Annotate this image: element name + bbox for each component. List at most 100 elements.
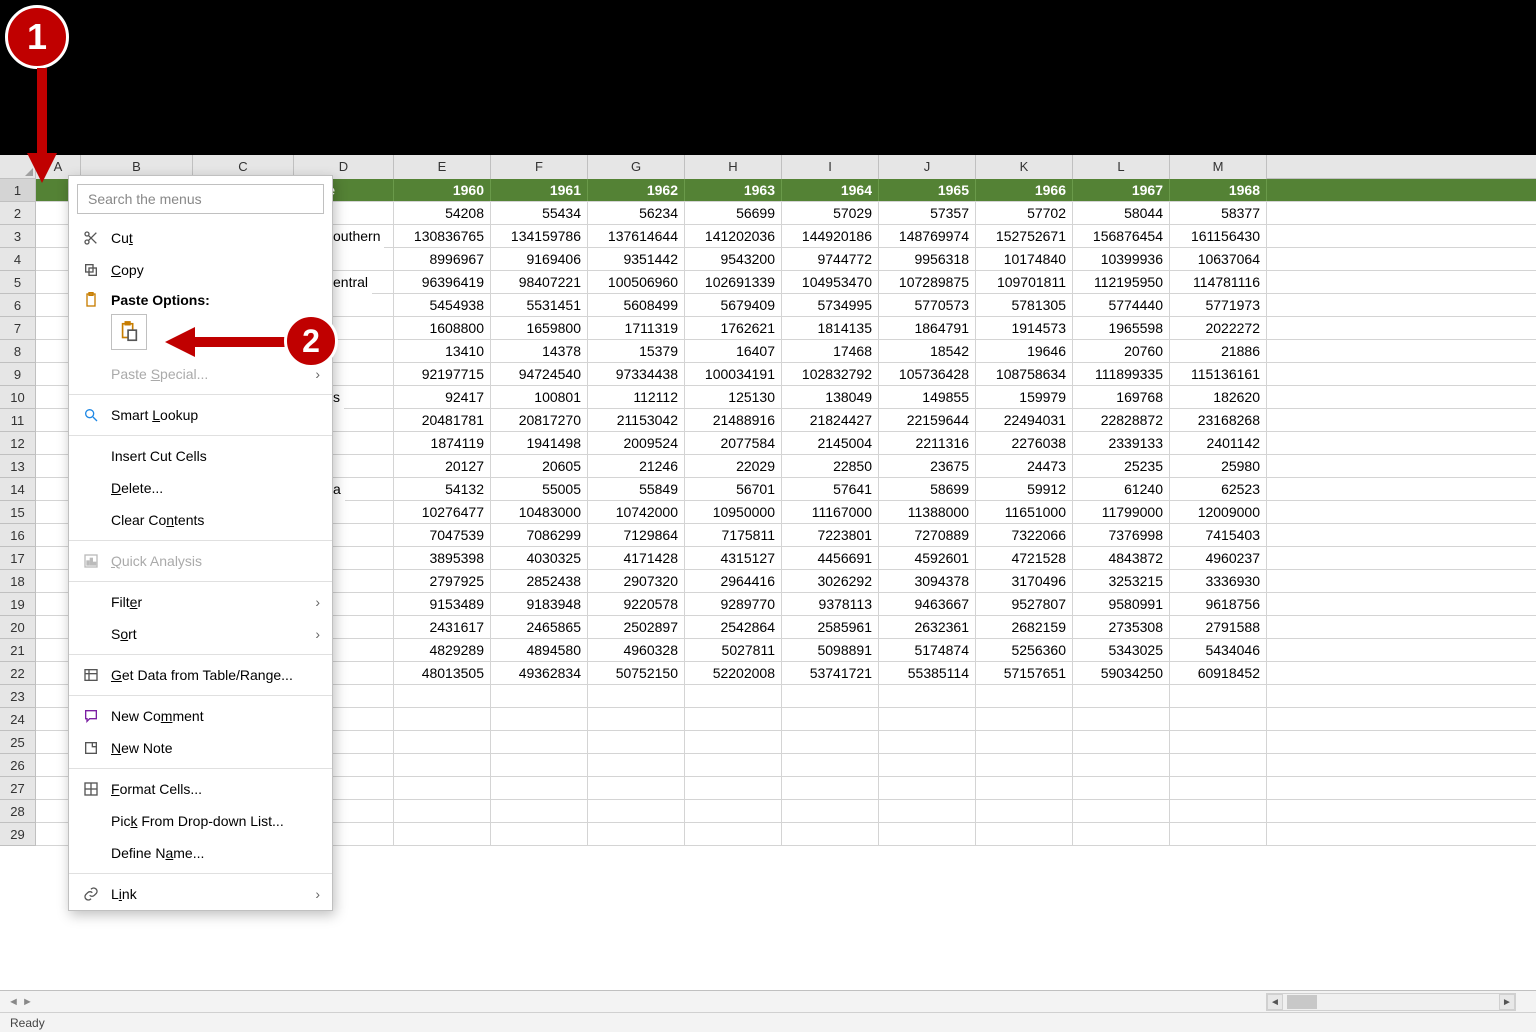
cell-value[interactable]: 2682159 xyxy=(976,616,1073,638)
cell-value[interactable]: 14378 xyxy=(491,340,588,362)
cell-value[interactable]: 5679409 xyxy=(685,294,782,316)
cell[interactable] xyxy=(976,777,1073,799)
cell[interactable] xyxy=(394,685,491,707)
row-header[interactable]: 24 xyxy=(0,708,36,731)
cell[interactable] xyxy=(879,800,976,822)
cell[interactable] xyxy=(588,823,685,845)
scroll-right-icon[interactable]: ► xyxy=(1499,994,1515,1010)
row-header[interactable]: 19 xyxy=(0,593,36,616)
cell-value[interactable]: 156876454 xyxy=(1073,225,1170,247)
cell[interactable] xyxy=(782,754,879,776)
cell-value[interactable]: 57157651 xyxy=(976,662,1073,684)
row-header[interactable]: 25 xyxy=(0,731,36,754)
cell-value[interactable]: 56699 xyxy=(685,202,782,224)
cell-value[interactable]: 4829289 xyxy=(394,639,491,661)
cell-value[interactable]: 2632361 xyxy=(879,616,976,638)
cell-value[interactable]: 50752150 xyxy=(588,662,685,684)
cell-value[interactable]: 12009000 xyxy=(1170,501,1267,523)
cell-value[interactable]: 23168268 xyxy=(1170,409,1267,431)
col-header-J[interactable]: J xyxy=(879,155,976,179)
cell[interactable] xyxy=(976,731,1073,753)
cell-value[interactable]: 4315127 xyxy=(685,547,782,569)
cell-value[interactable]: 4592601 xyxy=(879,547,976,569)
cell-value[interactable]: 54132 xyxy=(394,478,491,500)
cell-value[interactable]: 1864791 xyxy=(879,317,976,339)
cell[interactable] xyxy=(782,708,879,730)
cell-value[interactable]: 4843872 xyxy=(1073,547,1170,569)
cell-value[interactable]: 2401142 xyxy=(1170,432,1267,454)
row-header[interactable]: 4 xyxy=(0,248,36,271)
cell-value[interactable]: 96396419 xyxy=(394,271,491,293)
cell-value[interactable]: 1965598 xyxy=(1073,317,1170,339)
cell-value[interactable]: 169768 xyxy=(1073,386,1170,408)
menu-search-input[interactable]: Search the menus xyxy=(77,184,324,214)
cell-value[interactable]: 138049 xyxy=(782,386,879,408)
cell-value[interactable]: 97334438 xyxy=(588,363,685,385)
cell-value[interactable]: 59912 xyxy=(976,478,1073,500)
cell-value[interactable]: 58044 xyxy=(1073,202,1170,224)
cell-value[interactable]: 4456691 xyxy=(782,547,879,569)
cell-value[interactable]: 20605 xyxy=(491,455,588,477)
menu-link[interactable]: Link › xyxy=(69,878,332,910)
cell-value[interactable]: 21488916 xyxy=(685,409,782,431)
cell[interactable] xyxy=(1073,731,1170,753)
paste-button[interactable] xyxy=(111,314,147,350)
cell-year-header[interactable]: 1964 xyxy=(782,179,879,201)
cell-value[interactable]: 2797925 xyxy=(394,570,491,592)
cell-year-header[interactable]: 1961 xyxy=(491,179,588,201)
cell-value[interactable]: 7223801 xyxy=(782,524,879,546)
cell[interactable] xyxy=(1170,708,1267,730)
col-header-K[interactable]: K xyxy=(976,155,1073,179)
row-header[interactable]: 2 xyxy=(0,202,36,225)
cell[interactable] xyxy=(879,731,976,753)
cell-value[interactable]: 1914573 xyxy=(976,317,1073,339)
cell-value[interactable]: 100801 xyxy=(491,386,588,408)
row-header[interactable]: 26 xyxy=(0,754,36,777)
cell-value[interactable]: 161156430 xyxy=(1170,225,1267,247)
cell-value[interactable]: 2907320 xyxy=(588,570,685,592)
cell[interactable] xyxy=(1073,708,1170,730)
cell-value[interactable]: 22159644 xyxy=(879,409,976,431)
cell-value[interactable]: 5771973 xyxy=(1170,294,1267,316)
cell-value[interactable]: 9618756 xyxy=(1170,593,1267,615)
cell-value[interactable]: 1711319 xyxy=(588,317,685,339)
cell-value[interactable]: 141202036 xyxy=(685,225,782,247)
cell-value[interactable]: 25980 xyxy=(1170,455,1267,477)
cell-value[interactable]: 20817270 xyxy=(491,409,588,431)
cell-value[interactable]: 55849 xyxy=(588,478,685,500)
cell[interactable] xyxy=(782,800,879,822)
cell[interactable] xyxy=(685,800,782,822)
cell[interactable] xyxy=(1170,754,1267,776)
cell-value[interactable]: 100034191 xyxy=(685,363,782,385)
row-header[interactable]: 10 xyxy=(0,386,36,409)
cell-value[interactable]: 5770573 xyxy=(879,294,976,316)
cell-value[interactable]: 24473 xyxy=(976,455,1073,477)
cell-value[interactable]: 10742000 xyxy=(588,501,685,523)
menu-pick-list[interactable]: Pick From Drop-down List... xyxy=(69,805,332,837)
cell[interactable] xyxy=(782,777,879,799)
cell-value[interactable]: 9183948 xyxy=(491,593,588,615)
cell-value[interactable]: 21246 xyxy=(588,455,685,477)
cell-value[interactable]: 19646 xyxy=(976,340,1073,362)
cell[interactable] xyxy=(491,754,588,776)
cell-value[interactable]: 2735308 xyxy=(1073,616,1170,638)
col-header-I[interactable]: I xyxy=(782,155,879,179)
cell[interactable] xyxy=(491,777,588,799)
cell-value[interactable]: 9378113 xyxy=(782,593,879,615)
row-header[interactable]: 23 xyxy=(0,685,36,708)
cell[interactable] xyxy=(1073,685,1170,707)
cell-value[interactable]: 10399936 xyxy=(1073,248,1170,270)
menu-sort[interactable]: Sort › xyxy=(69,618,332,650)
cell-value[interactable]: 3026292 xyxy=(782,570,879,592)
cell[interactable] xyxy=(394,777,491,799)
menu-clear-contents[interactable]: Clear Contents xyxy=(69,504,332,536)
cell[interactable] xyxy=(491,731,588,753)
row-header[interactable]: 17 xyxy=(0,547,36,570)
cell-value[interactable]: 10276477 xyxy=(394,501,491,523)
cell[interactable] xyxy=(1073,823,1170,845)
cell-value[interactable]: 9351442 xyxy=(588,248,685,270)
cell-value[interactable]: 3895398 xyxy=(394,547,491,569)
cell[interactable] xyxy=(1170,685,1267,707)
cell-year-header[interactable]: 1962 xyxy=(588,179,685,201)
menu-delete[interactable]: Delete... xyxy=(69,472,332,504)
